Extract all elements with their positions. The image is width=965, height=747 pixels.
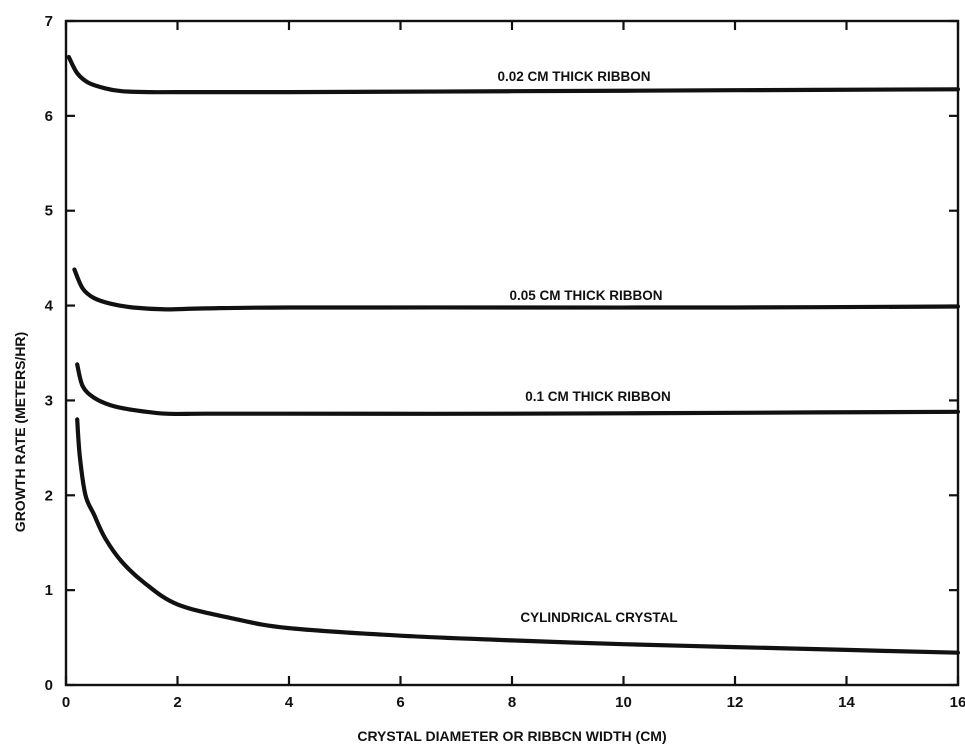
y-tick-label: 6: [45, 108, 53, 125]
x-tick-label: 0: [62, 694, 70, 711]
y-tick-label: 1: [45, 582, 53, 599]
x-tick-label: 8: [508, 694, 516, 711]
series-label-0.05cm: 0.05 CM THICK RIBBON: [509, 288, 662, 303]
x-axis-title: CRYSTAL DIAMETER OR RIBBCN WIDTH (CM): [357, 728, 666, 744]
y-tick-label: 4: [45, 298, 54, 315]
series-label-0.1cm: 0.1 CM THICK RIBBON: [525, 389, 671, 404]
series-line-cylindrical: [75, 417, 961, 655]
x-tick-label: 6: [396, 694, 404, 711]
series-label-cylindrical: CYLINDRICAL CRYSTAL: [520, 610, 677, 625]
x-tick-label: 4: [285, 694, 294, 711]
y-tick-label: 7: [45, 13, 53, 30]
y-tick-label: 0: [45, 677, 53, 694]
axis-ticks: [64, 19, 960, 687]
series-line-0.02cm: [66, 54, 961, 95]
series-line-0.1cm: [75, 362, 961, 417]
x-tick-label: 16: [950, 694, 965, 711]
series-labels: 0.02 CM THICK RIBBON 0.05 CM THICK RIBBO…: [497, 69, 677, 625]
x-tick-label: 10: [615, 694, 632, 711]
y-tick-label: 5: [45, 203, 53, 220]
x-tick-label: 14: [838, 694, 855, 711]
y-axis-title: GROWTH RATE (METERS/HR): [12, 332, 28, 532]
x-tick-label: 2: [173, 694, 181, 711]
y-tick-label: 3: [45, 392, 53, 409]
series-label-0.02cm: 0.02 CM THICK RIBBON: [497, 69, 650, 84]
x-tick-label: 12: [727, 694, 744, 711]
plot-frame: [64, 19, 960, 687]
series-lines: [66, 54, 961, 655]
series-line-0.05cm: [72, 267, 961, 312]
y-tick-label: 2: [45, 487, 53, 504]
